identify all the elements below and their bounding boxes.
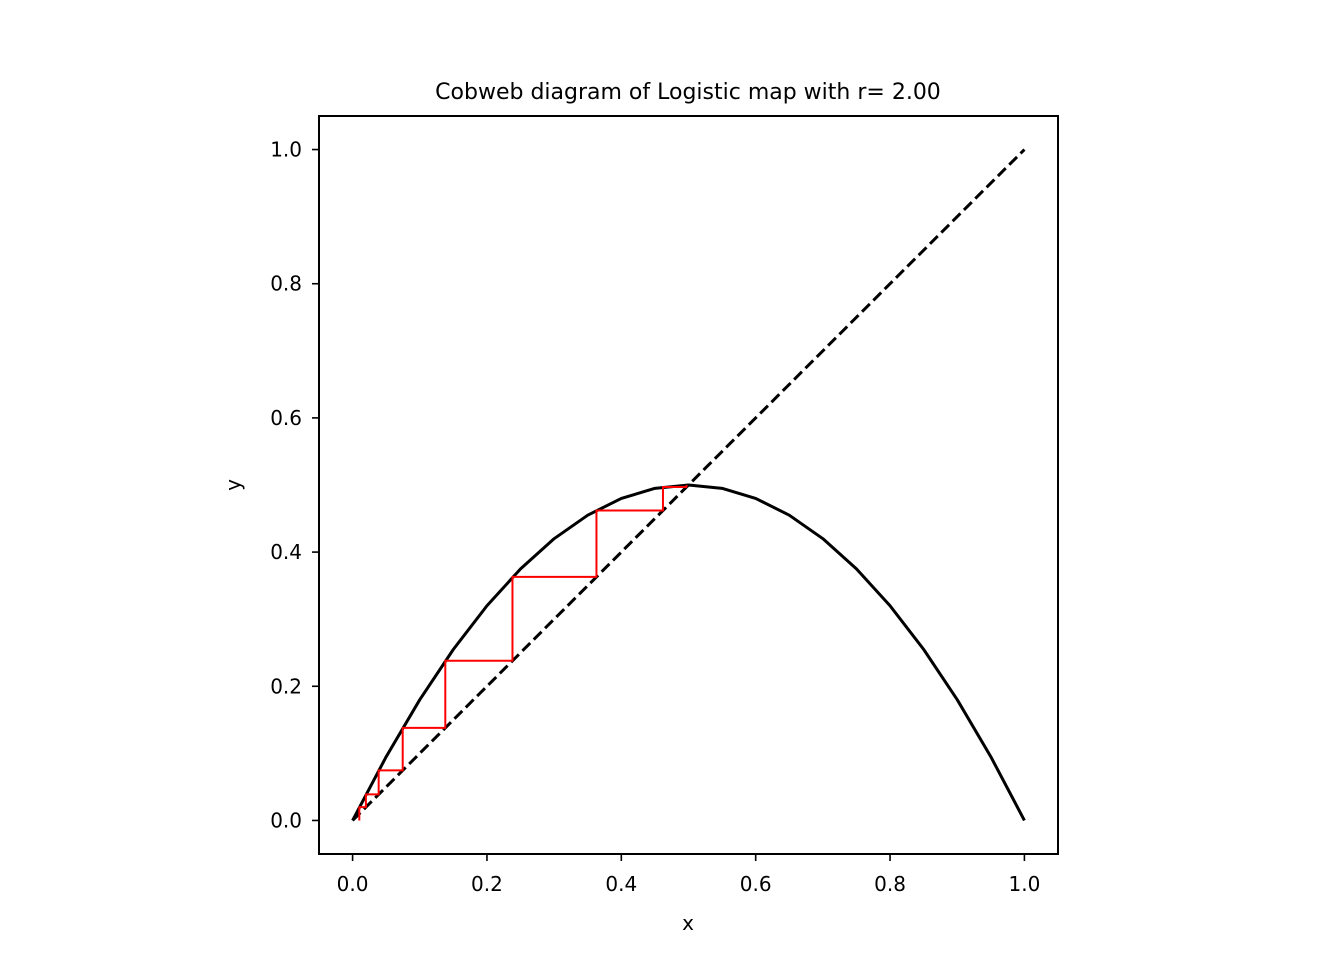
y-axis-label: y [221,479,245,491]
y-tick-label: 0.6 [270,406,302,430]
chart-title: Cobweb diagram of Logistic map with r= 2… [435,80,941,105]
y-tick-label: 0.2 [270,674,302,698]
x-tick-label: 0.2 [471,872,503,896]
x-axis-label: x [682,911,694,935]
plot-area [351,148,1026,822]
y-tick-label: 0.4 [270,540,302,564]
x-axis: 0.0 0.2 0.4 0.6 0.8 1.0 [337,854,1041,896]
x-tick-label: 0.6 [740,872,772,896]
x-tick-label: 0.8 [874,872,906,896]
y-tick-label: 0.8 [270,272,302,296]
x-tick-label: 0.0 [337,872,369,896]
x-tick-label: 1.0 [1009,872,1041,896]
y-tick-label: 1.0 [270,138,302,162]
y-tick-label: 0.0 [270,808,302,832]
y-axis: 0.0 0.2 0.4 0.6 0.8 1.0 [270,138,319,832]
x-tick-label: 0.4 [605,872,637,896]
axes-frame [318,115,1059,855]
cobweb-path-line [358,485,688,821]
identity-diagonal-line [351,148,1026,822]
